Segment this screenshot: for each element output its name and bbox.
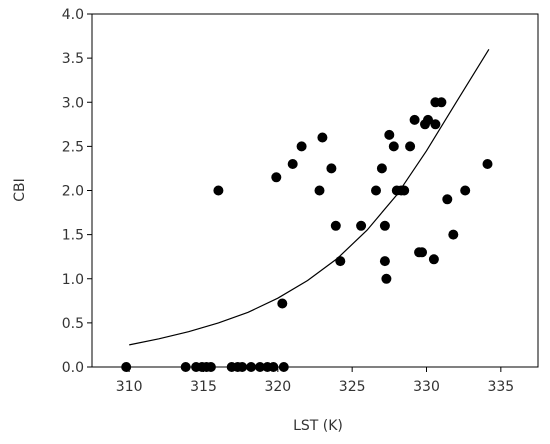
x-tick-label: 325 <box>339 379 366 395</box>
y-tick-label: 3.5 <box>62 51 84 67</box>
x-axis-title: LST (K) <box>293 418 343 434</box>
data-point <box>423 114 433 125</box>
data-point <box>121 362 132 372</box>
y-tick-label: 2.5 <box>62 139 84 155</box>
data-point <box>326 163 337 174</box>
data-point <box>428 254 439 265</box>
data-point <box>237 362 248 372</box>
data-point <box>436 97 447 108</box>
data-point <box>409 114 420 125</box>
y-tick-label: 0.5 <box>62 316 84 332</box>
x-tick-label: 315 <box>190 379 217 395</box>
data-point <box>330 220 341 231</box>
y-axis-title: CBI <box>12 178 28 202</box>
data-point <box>376 163 387 174</box>
x-tick-label: 330 <box>413 379 440 395</box>
y-axis: 0.0 0.5 1.0 1.5 2.0 2.5 3.0 3.5 4.0 <box>62 7 92 376</box>
data-point <box>268 362 279 372</box>
data-point <box>356 220 367 231</box>
data-point <box>314 185 325 196</box>
data-point <box>255 362 265 372</box>
data-point <box>317 132 328 143</box>
data-point <box>460 185 471 196</box>
x-tick-label: 320 <box>264 379 291 395</box>
data-point <box>448 229 459 240</box>
y-tick-label: 1.0 <box>62 272 84 288</box>
data-point <box>277 298 288 309</box>
data-point <box>205 362 216 372</box>
data-point <box>335 256 346 267</box>
fit-curve <box>129 48 490 346</box>
data-point <box>482 159 493 169</box>
data-points <box>121 97 493 372</box>
data-point <box>430 119 441 130</box>
y-tick-label: 2.0 <box>62 184 84 200</box>
data-point <box>246 362 257 372</box>
data-point <box>399 185 410 196</box>
y-tick-label: 0.0 <box>62 360 84 376</box>
x-axis: 310 315 320 325 330 335 <box>116 367 514 395</box>
data-point <box>180 362 191 372</box>
data-point <box>405 141 416 152</box>
data-point <box>296 141 307 152</box>
data-point <box>381 273 392 284</box>
data-point <box>278 362 289 372</box>
data-point <box>213 185 224 196</box>
data-point <box>287 159 298 169</box>
data-point <box>271 172 282 183</box>
data-point <box>442 194 453 205</box>
y-tick-label: 1.5 <box>62 228 84 244</box>
data-point <box>371 185 381 196</box>
data-point <box>388 141 399 152</box>
y-tick-label: 3.0 <box>62 95 84 111</box>
x-tick-label: 310 <box>116 379 143 395</box>
data-point <box>417 247 427 258</box>
data-point <box>379 220 390 231</box>
x-tick-label: 335 <box>487 379 514 395</box>
data-point <box>379 256 390 267</box>
data-point <box>384 129 395 140</box>
y-tick-label: 4.0 <box>62 7 84 23</box>
